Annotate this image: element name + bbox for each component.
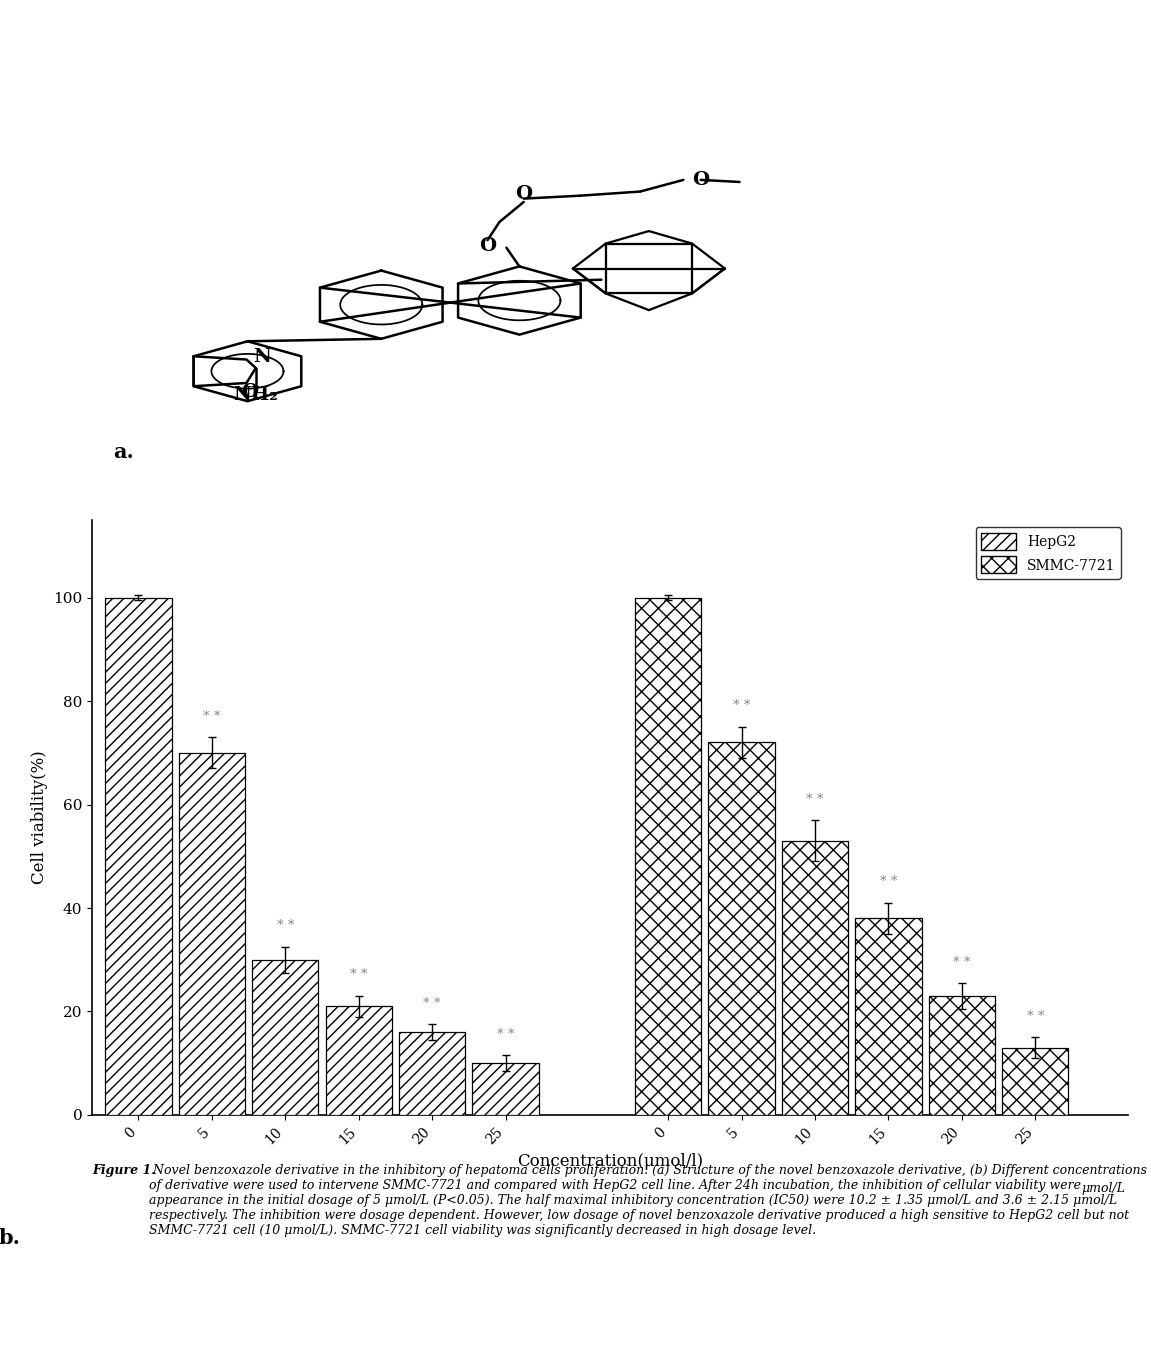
- Text: N: N: [253, 348, 270, 367]
- Legend: HepG2, SMMC-7721: HepG2, SMMC-7721: [976, 527, 1121, 579]
- Bar: [326, 1006, 391, 1114]
- Text: * *: * *: [733, 700, 750, 712]
- Bar: [399, 1032, 465, 1114]
- Text: * *: * *: [203, 710, 221, 723]
- Bar: [782, 840, 848, 1114]
- X-axis label: Concentration(μmol/l): Concentration(μmol/l): [517, 1152, 703, 1170]
- Text: * *: * *: [953, 955, 970, 969]
- Text: O: O: [479, 236, 496, 255]
- Text: * *: * *: [350, 969, 367, 982]
- Text: μmol/L: μmol/L: [1082, 1182, 1126, 1195]
- Y-axis label: Cell viability(%): Cell viability(%): [31, 750, 47, 885]
- Bar: [252, 959, 319, 1114]
- Bar: [635, 598, 701, 1114]
- Bar: [855, 919, 922, 1114]
- Text: * *: * *: [806, 793, 824, 805]
- Bar: [106, 598, 171, 1114]
- Bar: [709, 742, 775, 1114]
- Text: Novel benzoxazole derivative in the inhibitory of hepatoma cells proliferation. : Novel benzoxazole derivative in the inhi…: [150, 1164, 1146, 1237]
- Text: * *: * *: [497, 1028, 514, 1041]
- Text: a.: a.: [113, 442, 134, 461]
- Text: * *: * *: [879, 876, 897, 889]
- Text: * *: * *: [424, 997, 441, 1010]
- Text: * *: * *: [276, 919, 294, 932]
- Text: Figure 1.: Figure 1.: [92, 1164, 155, 1176]
- Text: NH₂: NH₂: [234, 386, 279, 405]
- Bar: [1003, 1048, 1068, 1114]
- Bar: [929, 996, 994, 1114]
- Text: O: O: [516, 185, 532, 202]
- Text: O: O: [242, 383, 259, 401]
- Text: * *: * *: [1027, 1010, 1044, 1023]
- Text: O: O: [692, 171, 709, 189]
- Bar: [178, 753, 245, 1114]
- Text: b.: b.: [0, 1228, 21, 1248]
- Bar: [473, 1063, 539, 1114]
